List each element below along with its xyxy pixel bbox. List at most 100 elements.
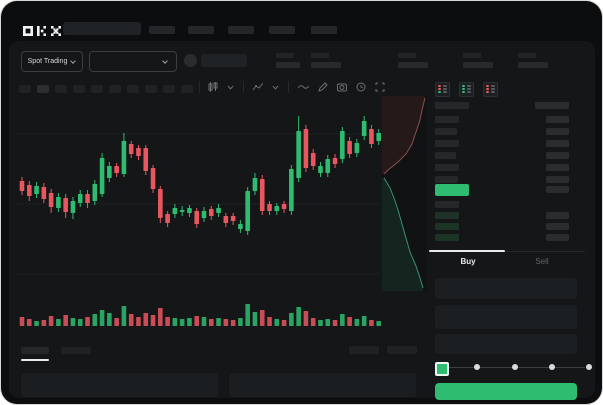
market-type-dropdown[interactable]: Spot Trading (21, 51, 83, 72)
ask-row-2[interactable] (435, 128, 577, 135)
pair-select[interactable] (89, 51, 177, 72)
toolbar-divider (199, 81, 200, 93)
ob-total-bar (546, 186, 569, 193)
buy-tab[interactable]: Buy (460, 257, 476, 266)
ob-size-bar (435, 223, 459, 230)
stat-label-placeholder (311, 53, 329, 58)
total-field[interactable] (435, 334, 577, 354)
ob-total-bar (546, 128, 569, 135)
orderbook-view-toggles (435, 82, 498, 97)
nav-item-4[interactable] (269, 26, 295, 34)
price-total-bar-row[interactable] (435, 186, 577, 193)
reload-icon[interactable] (356, 82, 366, 92)
nav-item-1[interactable] (149, 26, 175, 34)
stat-value-placeholder (276, 62, 300, 68)
icon-dash (467, 91, 471, 93)
timeframe-button-4[interactable] (73, 85, 85, 93)
timeframe-button-6[interactable] (109, 85, 121, 93)
slider-stop-25[interactable] (474, 364, 481, 370)
slider-handle[interactable] (435, 362, 449, 376)
bid-row-2[interactable] (435, 212, 577, 219)
ob-size-bar (435, 234, 459, 241)
bottom-action-2[interactable] (387, 346, 417, 354)
icon-dash (438, 85, 441, 87)
icon-dash (486, 91, 489, 93)
candlestick-chart[interactable] (16, 96, 431, 341)
orderbook-header-row[interactable] (435, 102, 577, 109)
bottom-action-1[interactable] (349, 346, 379, 354)
chevron-down-icon (163, 59, 168, 64)
ob-total-bar (535, 102, 569, 109)
search-input[interactable] (63, 22, 141, 35)
timeframe-button-5[interactable] (91, 85, 103, 93)
icon-dash (486, 88, 489, 90)
book-asks-icon[interactable] (483, 82, 498, 97)
coin-avatar (184, 54, 197, 67)
ob-total-bar (546, 212, 569, 219)
ticker-stat-5 (518, 53, 552, 68)
ticker-stat-2 (311, 53, 345, 68)
ask-row-1[interactable] (435, 116, 577, 123)
nav-item-3[interactable] (228, 26, 254, 34)
ob-total-bar (546, 176, 569, 183)
icon-dash (443, 88, 447, 90)
timeframe-button-9[interactable] (163, 85, 175, 93)
timeframe-button-8[interactable] (145, 85, 157, 93)
icon-dash (462, 91, 465, 93)
book-both-icon[interactable] (435, 82, 450, 97)
line-tool-icon[interactable] (298, 83, 309, 91)
bottom-tab-indicator (21, 359, 49, 361)
draw-icon[interactable] (318, 82, 328, 92)
ask-row-3[interactable] (435, 140, 577, 147)
slider-stop-75[interactable] (548, 364, 555, 370)
ob-size-bar (435, 140, 459, 147)
bid-row-1[interactable] (435, 201, 577, 208)
price-field[interactable] (435, 278, 577, 299)
stat-label-placeholder (518, 53, 536, 58)
nav-item-5[interactable] (311, 26, 337, 34)
timeframe-button-10[interactable] (181, 85, 193, 93)
stat-value-placeholder (463, 62, 493, 68)
slider-stop-50[interactable] (511, 364, 518, 370)
bottom-tab-open-orders[interactable] (21, 347, 49, 354)
indicators-icon[interactable] (253, 82, 263, 92)
chevron-down-icon[interactable] (272, 84, 279, 91)
icon-dash (491, 85, 495, 87)
toolbar-divider (288, 81, 289, 93)
stat-label-placeholder (463, 53, 481, 58)
bid-row-3[interactable] (435, 223, 577, 230)
icon-dash (443, 91, 447, 93)
ob-size-bar (435, 176, 458, 183)
fullscreen-icon[interactable] (375, 82, 385, 92)
last-price-row[interactable] (435, 184, 469, 196)
bid-row-4[interactable] (435, 234, 577, 241)
amount-field[interactable] (435, 305, 577, 329)
timeframe-button-2[interactable] (37, 85, 49, 93)
chevron-down-icon[interactable] (227, 84, 234, 91)
icon-dash (491, 91, 495, 93)
sell-tab[interactable]: Sell (535, 257, 549, 266)
bottom-tab-order-history[interactable] (61, 347, 91, 354)
slider-stop-100[interactable] (586, 364, 592, 370)
icon-dash (438, 91, 441, 93)
ask-row-4[interactable] (435, 152, 577, 159)
timeframe-button-7[interactable] (127, 85, 139, 93)
ask-row-6[interactable] (435, 176, 577, 183)
ob-total-bar (546, 223, 569, 230)
timeframe-button-1[interactable] (19, 85, 31, 93)
timeframe-button-3[interactable] (55, 85, 67, 93)
icon-dash (467, 88, 471, 90)
stat-value-placeholder (398, 62, 428, 68)
ob-size-bar (435, 116, 459, 123)
camera-icon[interactable] (337, 82, 347, 92)
market-type-label: Spot Trading (27, 58, 68, 65)
stat-value-placeholder (311, 62, 341, 68)
icon-dash (462, 88, 465, 90)
nav-item-2[interactable] (188, 26, 214, 34)
buy-submit-button[interactable] (435, 383, 577, 400)
book-bids-icon[interactable] (459, 82, 474, 97)
top-nav (149, 26, 369, 34)
candle-type-icon[interactable] (208, 82, 218, 92)
ask-row-5[interactable] (435, 164, 577, 171)
orders-table-panel (229, 373, 416, 397)
